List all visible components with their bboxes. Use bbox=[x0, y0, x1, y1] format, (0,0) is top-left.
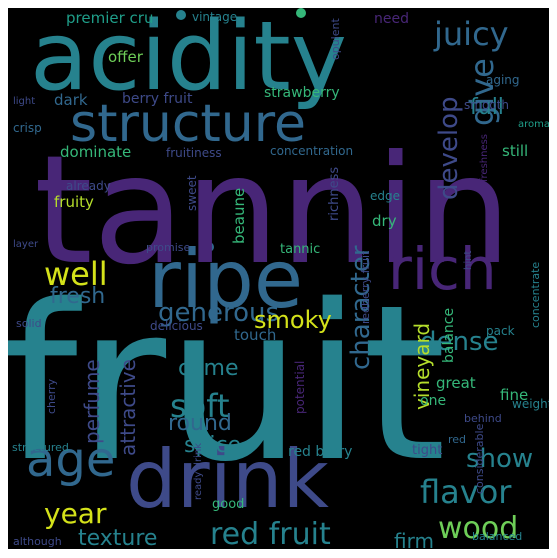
word-rich: rich bbox=[388, 235, 497, 303]
word-dense: dense bbox=[420, 327, 499, 357]
word-fruitiness: fruitiness bbox=[166, 146, 222, 160]
dot-marker bbox=[176, 10, 186, 20]
word-texture: texture bbox=[78, 526, 158, 550]
word-year: year bbox=[44, 497, 107, 530]
word-dominate: dominate bbox=[60, 143, 132, 161]
word-pack: pack bbox=[486, 324, 515, 338]
word-edge: edge bbox=[370, 189, 400, 203]
word-fruit: fruit bbox=[8, 258, 447, 509]
word-redberry-fruit: redberry fruit bbox=[359, 250, 372, 324]
word-red-fruit: red fruit bbox=[210, 517, 331, 550]
word-perfume: perfume bbox=[80, 359, 104, 444]
word-potential: potential bbox=[293, 360, 307, 414]
word-considerable: considerable bbox=[473, 423, 486, 494]
word-crisp: crisp bbox=[13, 121, 42, 135]
word-firm: firm bbox=[394, 529, 434, 549]
word-acidity: acidity bbox=[30, 8, 348, 112]
word-balanced: balanced bbox=[472, 530, 523, 543]
word-weight: weight bbox=[512, 397, 549, 411]
word-strawberry: strawberry bbox=[264, 85, 340, 101]
word-although: although bbox=[13, 535, 62, 548]
word-vintage: vintage bbox=[192, 10, 238, 24]
word-delicious: delicious bbox=[150, 319, 203, 333]
word-wood: wood bbox=[438, 511, 519, 546]
word-aging: aging bbox=[486, 73, 520, 87]
word-touch: touch bbox=[234, 326, 277, 344]
word-solid: solid bbox=[16, 317, 42, 330]
word-tight: tight bbox=[412, 443, 443, 458]
word-good: good bbox=[212, 497, 245, 512]
word-cherry: cherry bbox=[45, 378, 58, 414]
word-dry: dry bbox=[372, 212, 397, 230]
word-one: one bbox=[420, 393, 447, 409]
word-dark: dark bbox=[54, 91, 88, 109]
word-structured: structured bbox=[12, 441, 69, 454]
word-aroma: aroma bbox=[518, 119, 549, 130]
word-fine: fine bbox=[500, 386, 529, 404]
word-age: age bbox=[26, 432, 116, 488]
word-promise: promise bbox=[146, 241, 191, 254]
word-smooth: smooth bbox=[464, 98, 509, 112]
word-opulent: opulent bbox=[329, 18, 342, 60]
word-full: full bbox=[470, 95, 504, 120]
word-offer: offer bbox=[108, 48, 143, 66]
word-soft: soft bbox=[170, 387, 230, 425]
word-cloud: fruit tannin acidity structure ripe rich drink… bbox=[8, 8, 549, 549]
word-already: already bbox=[66, 179, 111, 193]
word-fresh: fresh bbox=[50, 284, 106, 309]
word-drink: drink bbox=[126, 433, 329, 526]
word-balance: balance bbox=[441, 307, 457, 363]
word-smoky: smoky bbox=[254, 306, 332, 334]
word-generous: generous bbox=[158, 298, 280, 328]
word-freshness: freshness bbox=[479, 133, 490, 182]
word-behind: behind bbox=[464, 412, 502, 425]
word-round: round bbox=[168, 411, 232, 436]
word-develop: develop bbox=[434, 96, 464, 200]
word-great: great bbox=[436, 374, 476, 392]
word-hint: hint bbox=[463, 250, 474, 270]
word-layer: layer bbox=[13, 239, 39, 250]
word-flavor: flavor bbox=[420, 473, 512, 511]
word-attractive: attractive bbox=[116, 359, 140, 456]
word-structure: structure bbox=[70, 94, 306, 154]
word-spice: spice bbox=[184, 433, 242, 458]
word-richness: richness bbox=[327, 166, 342, 221]
word-ripe: ripe bbox=[148, 233, 304, 326]
word-well: well bbox=[44, 255, 108, 293]
word-ready-drink: ready drink bbox=[193, 443, 204, 500]
word-still: still bbox=[502, 142, 529, 160]
dot-marker bbox=[296, 8, 306, 18]
word-need: need bbox=[374, 11, 409, 27]
word-red-berry: red berry bbox=[288, 444, 353, 460]
word-come: come bbox=[178, 356, 239, 381]
word-premier-cru: premier cru bbox=[66, 9, 154, 27]
word-tannin: tannin bbox=[34, 124, 512, 298]
word-concentration: concentration bbox=[270, 144, 354, 158]
word-tannic: tannic bbox=[280, 242, 321, 257]
word-juicy: juicy bbox=[434, 15, 509, 53]
word-fruity: fruity bbox=[54, 193, 94, 211]
word-concentrate: concentrate bbox=[529, 261, 542, 328]
word-sweet: sweet bbox=[185, 175, 199, 211]
word-beaune: beaune bbox=[230, 187, 248, 244]
dot-marker bbox=[204, 242, 214, 252]
word-light: light bbox=[13, 96, 36, 107]
word-show: show bbox=[466, 444, 534, 474]
word-red: red bbox=[448, 433, 467, 446]
word-berry-fruit: berry fruit bbox=[122, 91, 193, 107]
